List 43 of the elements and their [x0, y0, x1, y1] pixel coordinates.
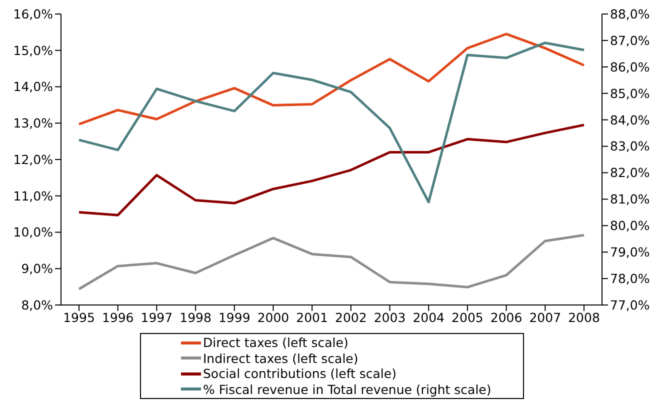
y-tick-label: 15,0%	[13, 42, 54, 58]
legend-label: Direct taxes (left scale)	[203, 335, 348, 350]
x-tick-label: 2001	[296, 310, 328, 325]
x-tick-label: 1996	[102, 310, 134, 325]
y-tick-label: 10,0%	[13, 224, 54, 240]
y2-tick-label: 78,0%	[610, 270, 650, 286]
y2-tick-label: 83,0%	[610, 138, 650, 154]
y2-tick-label: 86,0%	[610, 59, 650, 74]
y2-tick-label: 84,0%	[610, 112, 650, 128]
x-tick-label: 2008	[568, 310, 600, 325]
x-tick-label: 1997	[140, 310, 173, 325]
y-tick-label: 9,0%	[21, 261, 54, 276]
y-tick-label: 16,0%	[13, 6, 54, 22]
y2-tick-label: 77,0%	[610, 297, 650, 312]
y-tick-label: 11,0%	[13, 188, 54, 204]
legend-label: Indirect taxes (left scale)	[203, 350, 358, 366]
x-tick-label: 1998	[180, 310, 212, 325]
x-tick-label: 2003	[374, 310, 406, 325]
y2-tick-label: 88,0%	[610, 6, 650, 22]
x-tick-label: 1999	[218, 310, 250, 325]
x-tick-label: 1995	[63, 310, 95, 325]
y2-tick-label: 81,0%	[610, 192, 650, 207]
y-tick-label: 8,0%	[21, 297, 54, 312]
line-series	[78, 42, 586, 204]
y2-tick-label: 82,0%	[610, 165, 650, 180]
x-tick-label: 2005	[452, 310, 484, 325]
x-tick-label: 2002	[335, 310, 367, 325]
y2-tick-label: 79,0%	[610, 244, 650, 260]
line-series	[78, 32, 586, 126]
x-tick-label: 2000	[257, 310, 290, 325]
line-series	[78, 124, 586, 216]
legend-label: % Fiscal revenue in Total revenue (right scale)	[203, 382, 492, 397]
y2-tick-label: 87,0%	[610, 32, 650, 48]
y2-tick-label: 80,0%	[610, 218, 650, 234]
legend-label: Social contributions (left scale)	[203, 366, 396, 382]
y2-tick-label: 85,0%	[610, 86, 650, 101]
y-tick-label: 14,0%	[13, 79, 54, 94]
x-tick-label: 2004	[412, 310, 445, 325]
y-tick-label: 12,0%	[13, 152, 54, 167]
y-tick-label: 13,0%	[13, 116, 54, 131]
x-tick-label: 2006	[490, 310, 522, 325]
line-series	[78, 234, 586, 290]
x-tick-label: 2007	[529, 310, 562, 325]
